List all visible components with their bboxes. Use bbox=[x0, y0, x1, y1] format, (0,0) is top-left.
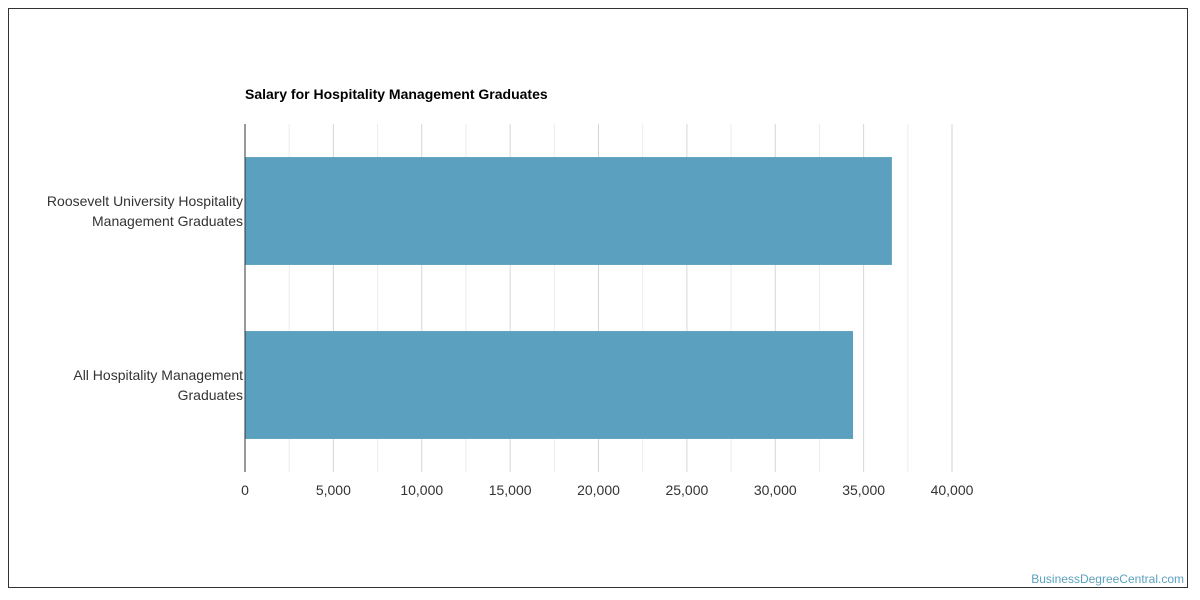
category-label-line: Management Graduates bbox=[92, 213, 243, 229]
x-tick-label: 20,000 bbox=[577, 482, 620, 498]
x-tick-label: 15,000 bbox=[489, 482, 532, 498]
category-label-line: Roosevelt University Hospitality bbox=[47, 193, 243, 209]
x-tick-label: 5,000 bbox=[316, 482, 351, 498]
category-labels: Roosevelt University Hospitality Manageme… bbox=[47, 193, 243, 403]
x-tick-label: 35,000 bbox=[842, 482, 885, 498]
x-tick-label: 25,000 bbox=[665, 482, 708, 498]
bar-0 bbox=[245, 157, 892, 265]
bar-1 bbox=[245, 331, 854, 439]
x-tick-label: 40,000 bbox=[931, 482, 974, 498]
source-credit[interactable]: BusinessDegreeCentral.com bbox=[1031, 572, 1184, 586]
x-tick-label: 0 bbox=[241, 482, 249, 498]
category-label-line: Graduates bbox=[178, 387, 243, 403]
category-label-line: All Hospitality Management bbox=[73, 367, 243, 383]
chart-title: Salary for Hospitality Management Gradua… bbox=[245, 86, 548, 102]
category-label: All Hospitality Management Graduates bbox=[73, 367, 243, 403]
x-tick-labels: 0 5,000 10,000 15,000 20,000 25,000 30,000 35,0… bbox=[241, 482, 974, 498]
x-tick-label: 30,000 bbox=[754, 482, 797, 498]
x-tick-label: 10,000 bbox=[400, 482, 443, 498]
category-label: Roosevelt University Hospitality Manageme… bbox=[47, 193, 243, 229]
bars bbox=[245, 157, 892, 439]
